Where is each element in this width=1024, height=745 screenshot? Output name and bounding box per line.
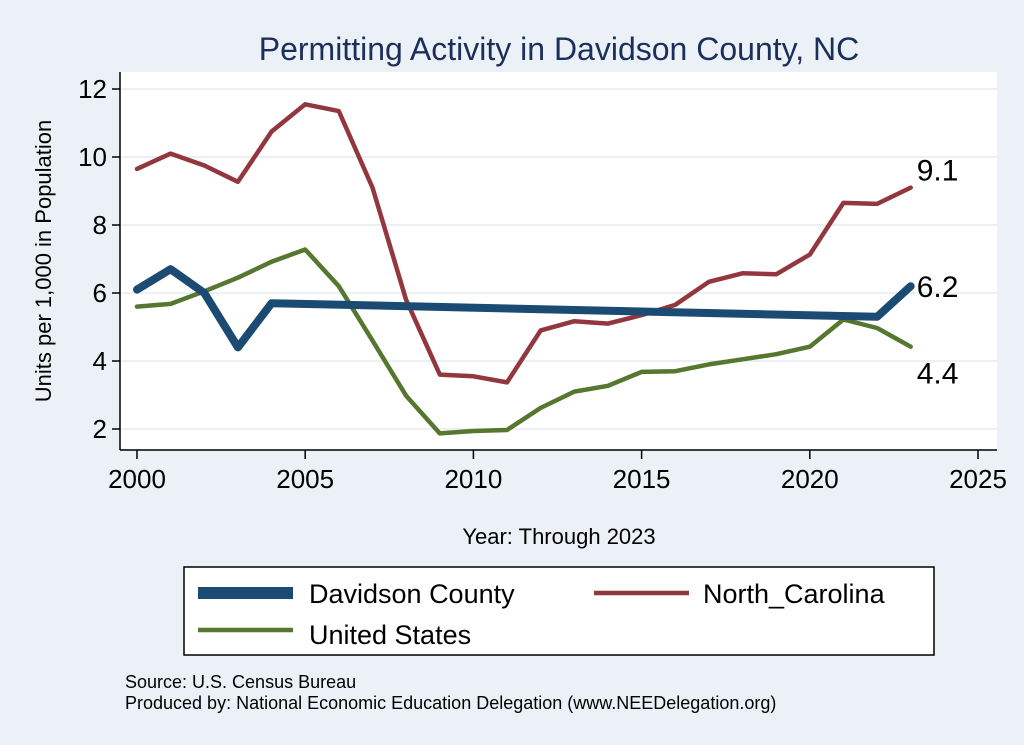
series-line-united-states bbox=[134, 247, 913, 436]
end-labels: 6.2 9.1 4.4 bbox=[917, 155, 959, 391]
end-value-label: 9.1 bbox=[917, 155, 959, 188]
x-tick-label: 2020 bbox=[781, 464, 839, 494]
y-tick-label: 6 bbox=[93, 278, 107, 308]
legend-label: North_Carolina bbox=[703, 579, 886, 609]
series-lines bbox=[133, 102, 915, 436]
x-axis-title: Year: Through 2023 bbox=[462, 524, 655, 549]
plot-area bbox=[120, 72, 997, 450]
end-value-label: 6.2 bbox=[917, 271, 959, 304]
x-tick-label: 2025 bbox=[949, 464, 1007, 494]
y-tick-label: 8 bbox=[93, 210, 107, 240]
producer-note: Produced by: National Economic Education… bbox=[125, 693, 776, 713]
legend-box bbox=[183, 566, 935, 656]
source-note: Source: U.S. Census Bureau bbox=[125, 672, 356, 692]
x-tick-label: 2010 bbox=[444, 464, 502, 494]
legend-label: Davidson County bbox=[309, 579, 515, 609]
x-tick-label: 2000 bbox=[108, 464, 166, 494]
legend-label: United States bbox=[309, 620, 471, 650]
y-axis-title: Units per 1,000 in Population bbox=[31, 120, 56, 403]
gridlines bbox=[120, 88, 997, 430]
x-tick-label: 2015 bbox=[613, 464, 671, 494]
series-line-davidson-county bbox=[133, 265, 915, 352]
x-tick-label: 2005 bbox=[276, 464, 334, 494]
y-tick-label: 10 bbox=[78, 142, 107, 172]
series-line-north-carolina bbox=[134, 102, 913, 385]
chart-title: Permitting Activity in Davidson County, … bbox=[259, 31, 860, 67]
y-tick-label: 2 bbox=[93, 414, 107, 444]
axes: 2 4 6 8 10 12 2000 2005 2010 2015 2020 2025 bbox=[78, 72, 1007, 494]
legend: Davidson County North_Carolina United Stat… bbox=[183, 566, 935, 656]
end-value-label: 4.4 bbox=[917, 358, 959, 391]
y-tick-label: 4 bbox=[93, 346, 107, 376]
y-tick-label: 12 bbox=[78, 74, 107, 104]
